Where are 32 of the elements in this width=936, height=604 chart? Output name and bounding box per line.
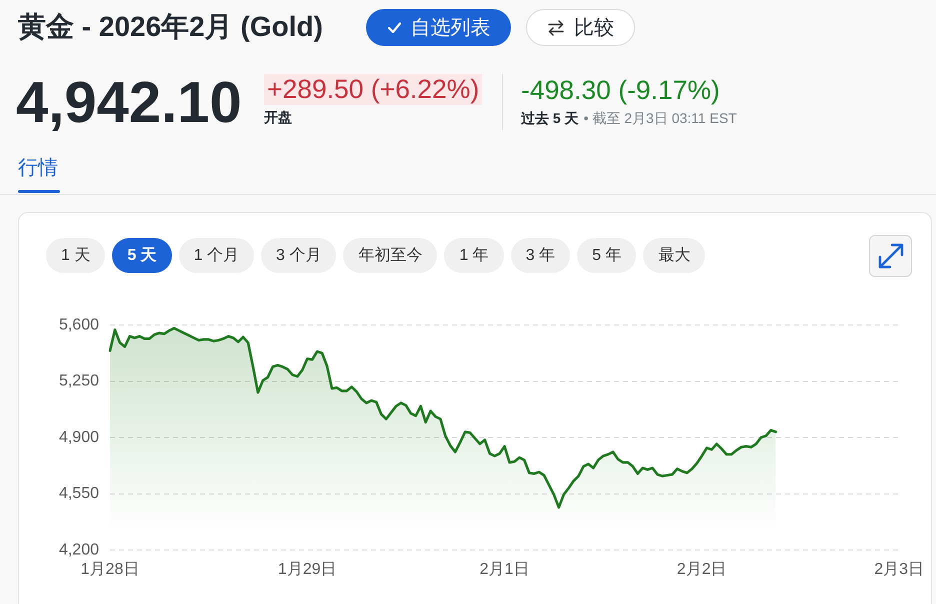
text: 最大: [658, 246, 690, 266]
x-tick-label: 2月2日: [676, 561, 727, 578]
text: 5 年: [592, 246, 622, 266]
watchlist-button[interactable]: [366, 9, 511, 46]
text: 行情: [18, 156, 58, 180]
text: 过去 5 天: [521, 110, 579, 126]
text: 自选列表: [410, 16, 490, 41]
expand-button[interactable]: [869, 235, 912, 277]
text: -498.30 (-9.17%): [521, 75, 720, 105]
text: 1 个月: [194, 246, 240, 266]
y-tick-label: 4,550: [58, 485, 100, 502]
text: 开盘: [264, 109, 292, 125]
text: 3 个月: [276, 246, 322, 266]
y-tick-label: 5,250: [58, 372, 100, 390]
text: 1 天: [61, 246, 90, 266]
x-tick-label: 2月1日: [480, 561, 530, 578]
text: 4,942.10: [16, 70, 242, 135]
x-tick-label: 1月29日: [278, 561, 337, 578]
text: 5 天: [127, 246, 157, 266]
text: 3 年: [526, 246, 556, 266]
y-tick-label: 4,200: [58, 541, 100, 558]
text: +289.50 (+6.22%): [264, 74, 482, 104]
chart-title: 黄金 - 2026年2月 (Gold): [18, 11, 323, 42]
x-tick-label: 1月28日: [80, 561, 140, 578]
x-tick-label: 2月3日: [874, 561, 924, 578]
text: • 截至 2月3日 03:11 EST: [584, 110, 737, 126]
compare-button[interactable]: [526, 9, 635, 46]
y-tick-label: 5,600: [58, 316, 100, 334]
text: 1 年: [459, 246, 489, 266]
text: 比较: [574, 16, 614, 41]
y-tick-label: 4,900: [58, 428, 100, 446]
text: 年初至今: [358, 246, 422, 266]
